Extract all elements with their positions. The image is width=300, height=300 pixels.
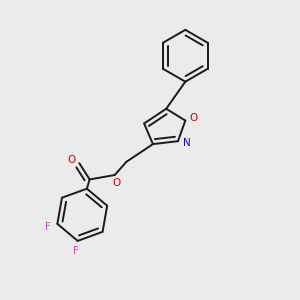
- Text: O: O: [112, 178, 120, 188]
- Text: O: O: [67, 155, 75, 165]
- Text: F: F: [73, 246, 79, 256]
- Text: F: F: [45, 222, 51, 233]
- Text: N: N: [183, 138, 191, 148]
- Text: O: O: [190, 112, 198, 123]
